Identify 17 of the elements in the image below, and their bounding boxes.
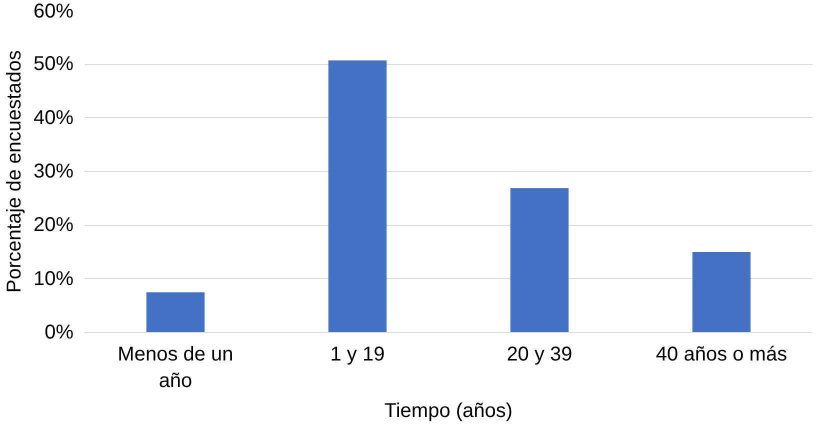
y-tick-label: 40% <box>33 106 74 129</box>
y-tick-label: 30% <box>33 160 74 182</box>
x-tick-label: 40 años o más <box>656 344 788 366</box>
y-tick-label: 10% <box>33 268 74 290</box>
x-tick-label: Menos de un año <box>118 344 234 392</box>
x-tick-label: 20 y 39 <box>506 344 572 366</box>
y-axis-title: Porcentaje de encuestados <box>3 50 26 293</box>
x-tick-label: 1 y 19 <box>330 344 385 366</box>
y-tick-label: 50% <box>33 53 74 76</box>
bar <box>510 188 569 332</box>
x-axis-title: Tiempo (años) <box>384 400 513 422</box>
bar <box>328 60 387 332</box>
y-tick-label: 20% <box>33 214 74 236</box>
bar <box>146 292 205 332</box>
bar <box>692 252 751 332</box>
y-tick-label: 60% <box>33 0 74 22</box>
y-tick-label: 0% <box>44 322 74 344</box>
